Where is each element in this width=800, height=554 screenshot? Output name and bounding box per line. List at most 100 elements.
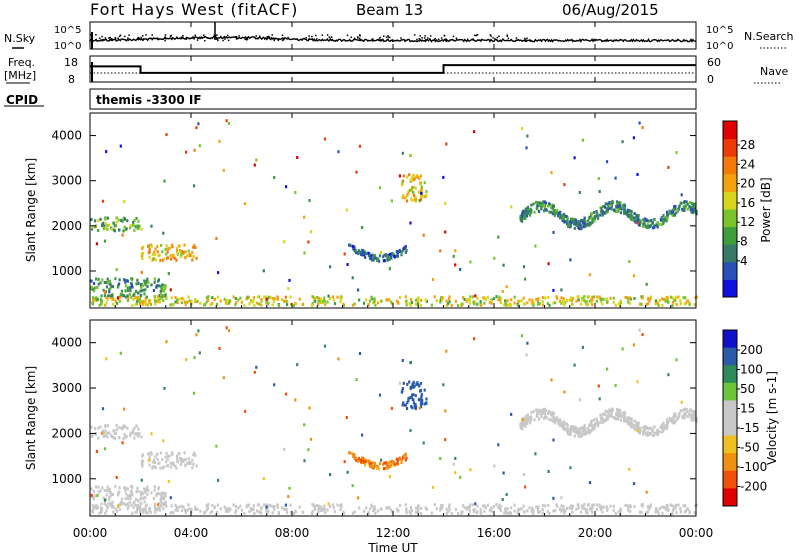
velocity-cell: [615, 417, 618, 421]
power-cell: [364, 252, 367, 256]
power-cell: [641, 126, 644, 129]
velocity-cell: [552, 509, 555, 513]
power-cell: [203, 303, 206, 307]
power-cell: [556, 208, 559, 212]
velocity-cell: [203, 511, 206, 515]
noise-search-point: [419, 35, 421, 37]
velocity-cell: [488, 508, 491, 512]
velocity-cell: [131, 511, 134, 515]
velocity-cell: [141, 464, 144, 468]
velocity-cell: [575, 507, 578, 511]
velocity-cell: [120, 497, 123, 501]
power-cell: [633, 216, 636, 220]
velocity-cell: [563, 428, 566, 432]
velocity-cell: [623, 416, 627, 420]
noise-search-point: [267, 35, 270, 38]
velocity-cell: [296, 363, 299, 367]
velocity-cell: [161, 458, 164, 461]
power-cell: [140, 227, 143, 231]
velocity-cell: [135, 497, 138, 501]
velocity-cell: [534, 452, 537, 456]
velocity-cell: [147, 452, 150, 456]
velocity-cell: [606, 410, 609, 413]
velocity-cell: [376, 509, 380, 513]
velocity-cell: [525, 353, 528, 357]
power-cell: [463, 298, 466, 301]
power-cell: [563, 214, 566, 218]
power-cell: [402, 194, 405, 197]
velocity-cell: [340, 504, 343, 508]
power-cell: [227, 122, 231, 125]
velocity-cell: [386, 466, 390, 469]
velocity-cell: [186, 508, 189, 512]
velocity-cell: [688, 408, 691, 412]
velocity-cell: [587, 503, 590, 507]
velocity-cell: [681, 415, 684, 419]
velocity-cell: [645, 426, 648, 430]
power-cell: [373, 255, 376, 259]
power-cell: [674, 299, 677, 303]
power-cell: [505, 285, 508, 289]
velocity-cell: [412, 393, 415, 397]
power-cell: [222, 168, 225, 172]
power-cell: [276, 295, 279, 299]
velocity-cell: [398, 504, 402, 507]
velocity-cell: [407, 397, 410, 401]
power-cell: [666, 213, 670, 217]
velocity-cell: [150, 452, 153, 456]
power-cell: [191, 258, 194, 262]
power-cell: [92, 298, 95, 302]
noise-search-point: [191, 36, 194, 39]
power-cell: [532, 202, 535, 206]
power-cell: [125, 279, 128, 282]
power-cell: [526, 301, 529, 305]
velocity-cell: [412, 382, 415, 386]
power-cell: [133, 219, 136, 223]
power-cell: [93, 289, 96, 293]
power-cell: [91, 227, 94, 231]
velocity-cell: [423, 388, 426, 392]
velocity-cell: [420, 399, 423, 403]
noise-search-point: [98, 37, 101, 40]
velocity-cell: [122, 437, 125, 441]
power-cell: [525, 214, 528, 218]
noise-search-point: [145, 34, 147, 36]
velocity-cell: [176, 454, 179, 458]
velocity-cell: [126, 507, 129, 511]
noise-search-point: [235, 38, 238, 40]
power-cell: [127, 296, 130, 300]
power-cell: [105, 296, 108, 300]
velocity-cell: [486, 503, 489, 507]
noise-search-point: [507, 37, 510, 40]
velocity-cell: [104, 434, 107, 438]
power-cell: [586, 303, 589, 307]
velocity-cell: [253, 370, 256, 374]
velocity-cell: [353, 454, 356, 458]
power-cell: [180, 297, 184, 300]
power-cell: [411, 186, 414, 189]
velocity-cell: [596, 503, 599, 507]
velocity-cell: [126, 426, 129, 430]
velocity-cell: [172, 461, 175, 465]
velocity-cell: [424, 506, 427, 510]
power-cell: [154, 302, 157, 306]
power-cell: [187, 249, 190, 253]
velocity-cell: [586, 427, 589, 431]
velocity-cell: [571, 510, 574, 514]
power-cell: [424, 298, 427, 302]
power-cell: [583, 298, 586, 302]
power-cell: [537, 201, 540, 205]
velocity-cell: [580, 434, 583, 438]
velocity-cell: [139, 505, 142, 509]
power-cell: [294, 191, 297, 194]
velocity-cell: [180, 457, 183, 461]
power-cell: [563, 302, 566, 306]
velocity-cell: [678, 412, 681, 415]
power-cell: [96, 286, 99, 290]
power-cell: [153, 257, 156, 261]
power-cell: [159, 258, 162, 262]
power-cell: [648, 299, 651, 303]
velocity-cell: [103, 498, 107, 502]
velocity-cell: [680, 409, 683, 413]
velocity-cell: [133, 436, 136, 440]
